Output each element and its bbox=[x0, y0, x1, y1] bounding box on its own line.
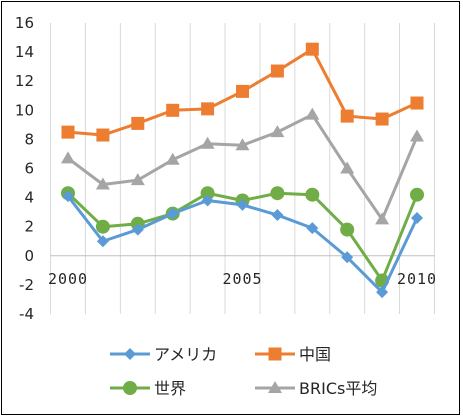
legend-label: アメリカ bbox=[154, 345, 217, 364]
series-3 bbox=[61, 107, 424, 225]
data-point bbox=[131, 223, 144, 236]
data-point bbox=[376, 286, 389, 299]
series-layer bbox=[61, 42, 424, 299]
legend-item: BRICs平均 bbox=[255, 379, 377, 398]
y-tick-label: 4 bbox=[24, 189, 34, 207]
data-point bbox=[306, 222, 319, 235]
data-point bbox=[61, 125, 75, 139]
y-tick-label: 16 bbox=[15, 14, 34, 32]
x-axis-ticks: 2000 2005 2010 bbox=[48, 270, 437, 288]
data-point bbox=[95, 219, 110, 234]
data-point bbox=[340, 222, 355, 237]
data-point bbox=[236, 84, 249, 98]
gridlines bbox=[50, 23, 435, 314]
y-tick-label: -2 bbox=[19, 276, 34, 294]
data-point bbox=[200, 186, 215, 201]
data-point bbox=[340, 109, 354, 123]
y-tick-label: 12 bbox=[15, 72, 34, 90]
data-point bbox=[305, 187, 320, 202]
data-point bbox=[62, 190, 74, 203]
data-point bbox=[305, 107, 320, 120]
y-axis-ticks: -4 -2 0 2 4 6 8 10 12 14 16 bbox=[15, 14, 34, 323]
data-point bbox=[95, 177, 110, 190]
data-point bbox=[375, 112, 389, 126]
data-point bbox=[96, 128, 110, 142]
data-point bbox=[341, 251, 354, 264]
y-tick-label: 14 bbox=[15, 43, 34, 61]
y-tick-label: -4 bbox=[19, 305, 34, 323]
data-point bbox=[96, 235, 109, 248]
data-point bbox=[271, 209, 284, 222]
legend-label: BRICs平均 bbox=[299, 379, 377, 398]
x-tick-label: 2005 bbox=[222, 270, 262, 288]
y-tick-label: 2 bbox=[24, 218, 34, 236]
y-tick-label: 10 bbox=[15, 101, 34, 119]
x-tick-label: 2010 bbox=[397, 270, 437, 288]
y-tick-label: 0 bbox=[24, 247, 34, 265]
legend-marker bbox=[268, 347, 282, 361]
data-point bbox=[305, 42, 319, 56]
data-point bbox=[61, 151, 75, 164]
data-point bbox=[235, 138, 250, 151]
data-point bbox=[130, 173, 145, 186]
data-point bbox=[270, 186, 285, 201]
data-point bbox=[131, 116, 145, 130]
data-point bbox=[201, 194, 214, 207]
data-point bbox=[166, 103, 180, 117]
data-point bbox=[410, 129, 424, 142]
legend-item: アメリカ bbox=[110, 345, 217, 364]
data-point bbox=[165, 152, 180, 165]
y-tick-label: 8 bbox=[24, 130, 34, 148]
data-point bbox=[375, 212, 390, 225]
legend-item: 中国 bbox=[255, 345, 331, 364]
data-point bbox=[236, 198, 249, 211]
data-point bbox=[201, 102, 215, 116]
legend-marker bbox=[268, 381, 282, 393]
series-1 bbox=[61, 42, 424, 142]
legend-label: 中国 bbox=[299, 345, 331, 364]
legend-marker bbox=[123, 381, 137, 395]
series-0 bbox=[62, 190, 423, 299]
data-point bbox=[410, 187, 424, 202]
y-tick-label: 6 bbox=[24, 160, 34, 178]
data-point bbox=[270, 125, 285, 138]
legend-item: 世界 bbox=[110, 379, 186, 398]
legend-marker bbox=[124, 348, 136, 360]
data-point bbox=[410, 96, 424, 110]
data-point bbox=[270, 64, 284, 78]
data-point bbox=[340, 161, 355, 174]
data-point bbox=[411, 211, 423, 224]
legend-label: 世界 bbox=[154, 379, 186, 398]
x-tick-label: 2000 bbox=[48, 270, 88, 288]
data-point bbox=[200, 136, 215, 149]
data-point bbox=[166, 207, 179, 220]
